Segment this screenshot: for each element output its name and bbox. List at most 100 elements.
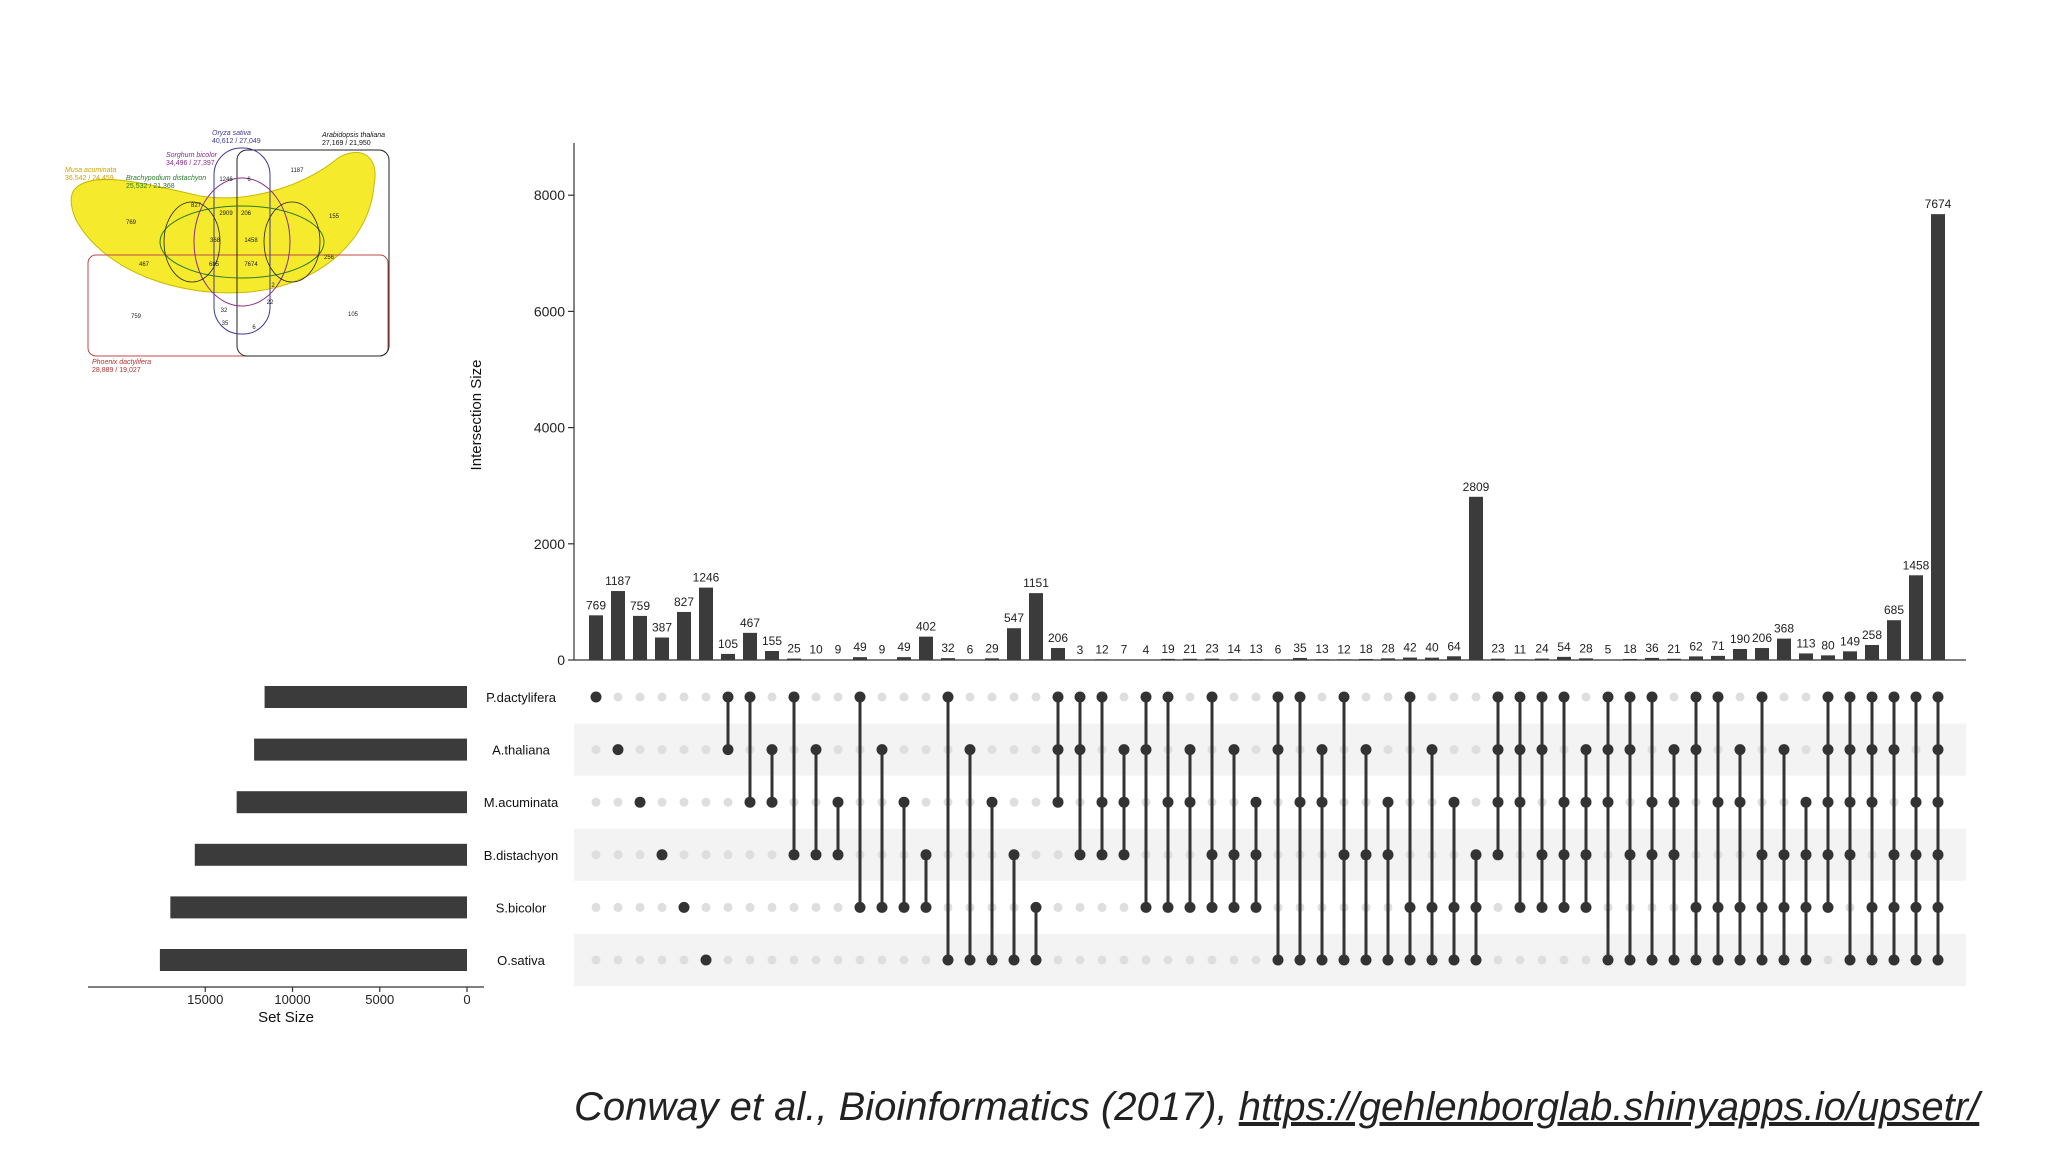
- bar: [1755, 648, 1769, 660]
- bar: [1073, 659, 1087, 661]
- bar: [1557, 656, 1571, 660]
- matrix-dot: [1053, 902, 1063, 912]
- bar: [1469, 496, 1483, 660]
- matrix-dot: [1185, 692, 1195, 702]
- bar: [1117, 659, 1131, 661]
- bar-label: 24: [1535, 642, 1549, 656]
- bar: [1931, 214, 1945, 660]
- venn-region-count: 7674: [244, 262, 258, 268]
- matrix-dot: [1779, 692, 1789, 702]
- bar-label: 5: [1605, 643, 1612, 657]
- bar: [1029, 593, 1043, 660]
- venn-region-count: 2909: [219, 211, 233, 217]
- matrix-dot: [1031, 797, 1041, 807]
- bar: [743, 632, 757, 660]
- set-label: B.distachyon: [484, 848, 558, 863]
- matrix-dot: [701, 850, 711, 860]
- matrix-dot: [767, 850, 777, 860]
- venn-set-name: Phoenix dactylifera: [92, 359, 151, 366]
- bar-label: 29: [985, 641, 999, 655]
- citation-text: Conway et al., Bioinformatics (2017),: [574, 1085, 1239, 1129]
- matrix-dot: [833, 745, 843, 755]
- oryza-set-outline: [213, 147, 271, 335]
- matrix-dot: [767, 692, 777, 702]
- venn-region-count: 206: [241, 211, 252, 217]
- bar-label: 11: [1514, 642, 1527, 656]
- matrix-dot: [679, 850, 689, 860]
- citation: Conway et al., Bioinformatics (2017), ht…: [574, 1085, 1979, 1130]
- matrix-dot: [635, 745, 645, 755]
- matrix-dot: [701, 745, 711, 755]
- matrix-dot: [811, 692, 821, 702]
- bar: [875, 659, 889, 661]
- matrix-dot: [833, 955, 843, 965]
- matrix-dot: [701, 692, 711, 702]
- matrix-dot: [1119, 902, 1129, 912]
- matrix-dot: [767, 902, 777, 912]
- y-tick-label: 4000: [534, 420, 565, 436]
- bar: [963, 659, 977, 661]
- venn-region-count: 1458: [244, 238, 258, 244]
- matrix-dot: [1515, 955, 1525, 965]
- matrix-dot: [1383, 692, 1393, 702]
- matrix-dot-active: [634, 796, 646, 808]
- bar-label: 62: [1689, 639, 1703, 653]
- bar-label: 54: [1557, 640, 1571, 654]
- bar-label: 42: [1403, 641, 1417, 655]
- bar: [1667, 658, 1681, 660]
- bar-label: 13: [1249, 642, 1263, 656]
- matrix-dot: [1251, 745, 1261, 755]
- arabidopsis-set-outline: [236, 149, 390, 357]
- matrix-dot: [1009, 745, 1019, 755]
- matrix-dot: [1229, 692, 1239, 702]
- set-size-tick-label: 5000: [365, 992, 394, 1007]
- set-size-bar: [254, 738, 467, 761]
- citation-link[interactable]: https://gehlenborglab.shinyapps.io/upset…: [1238, 1085, 1980, 1129]
- matrix-dot: [1119, 692, 1129, 702]
- bar: [1535, 658, 1549, 660]
- matrix-dot: [1251, 955, 1261, 965]
- bar-label: 80: [1821, 638, 1835, 652]
- bar-label: 64: [1447, 639, 1461, 653]
- matrix-dot: [1471, 745, 1481, 755]
- matrix-dot: [657, 902, 667, 912]
- venn-region-count: 32: [221, 308, 228, 314]
- matrix-dot: [701, 797, 711, 807]
- matrix-dot: [745, 902, 755, 912]
- bar-label: 1151: [1023, 576, 1049, 590]
- venn-set-name: Sorghum bicolor: [166, 152, 218, 159]
- matrix-dot: [965, 692, 975, 702]
- bar: [1865, 645, 1879, 660]
- bar-label: 1458: [1903, 558, 1930, 572]
- set-size-bar: [170, 896, 467, 919]
- matrix-dot: [1471, 692, 1481, 702]
- bar: [1359, 658, 1373, 660]
- matrix-dot-active: [656, 849, 668, 861]
- bar-label: 206: [1752, 631, 1772, 645]
- matrix-dot: [1449, 692, 1459, 702]
- matrix-dot: [657, 955, 667, 965]
- matrix-dot: [833, 692, 843, 702]
- bar-label: 827: [674, 595, 694, 609]
- phoenix-set-outline: [87, 254, 389, 357]
- y-tick-label: 2000: [534, 536, 565, 552]
- bar-label: 1246: [693, 571, 720, 585]
- bar-label: 18: [1623, 642, 1637, 656]
- venn-region-count: 105: [348, 312, 359, 318]
- matrix-dot: [1427, 692, 1437, 702]
- matrix-dot: [1141, 955, 1151, 965]
- matrix-dot: [789, 902, 799, 912]
- bar-label: 685: [1884, 603, 1904, 617]
- matrix-dot-active: [612, 744, 624, 756]
- venn-set-counts: 34,496 / 27,397: [166, 160, 215, 167]
- venn-set-counts: 40,612 / 27,049: [212, 138, 261, 145]
- matrix-dot: [1383, 745, 1393, 755]
- set-label: O.sativa: [497, 953, 545, 968]
- matrix-dot: [635, 902, 645, 912]
- matrix-dot: [1449, 745, 1459, 755]
- bar: [853, 657, 867, 660]
- venn-region-count: 2: [271, 283, 275, 289]
- matrix-dot: [1097, 955, 1107, 965]
- set-size-tick-label: 0: [463, 992, 470, 1007]
- bar: [1337, 659, 1351, 660]
